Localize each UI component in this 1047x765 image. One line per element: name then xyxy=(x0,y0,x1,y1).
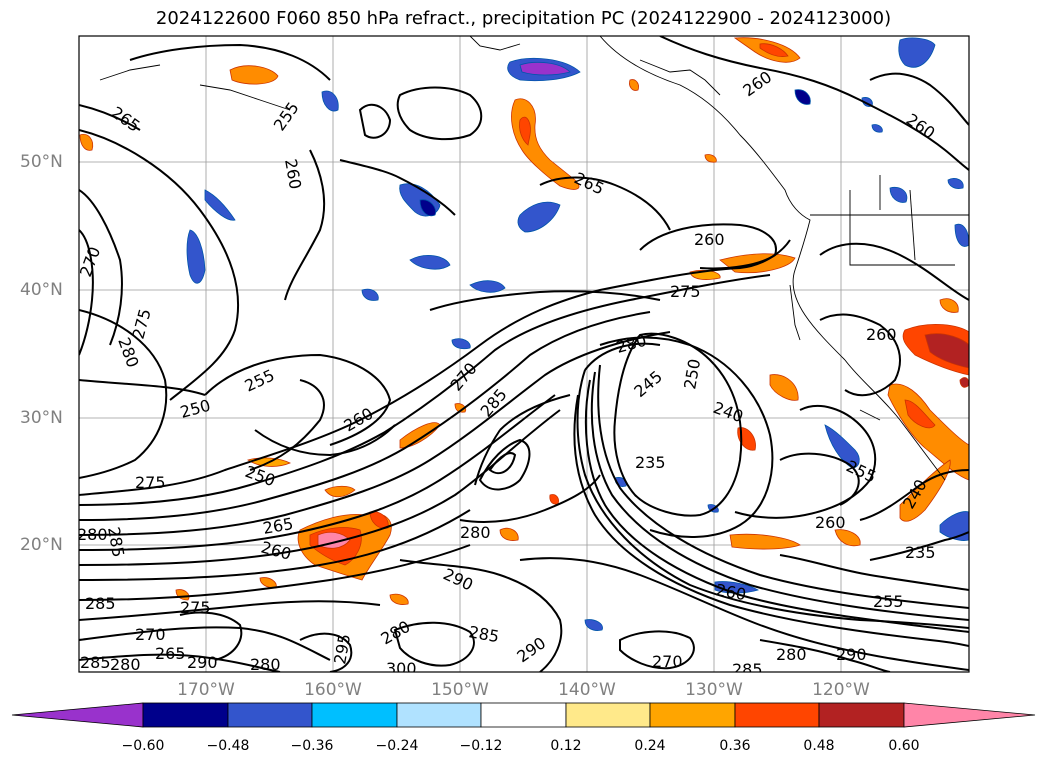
contour-label: 280 xyxy=(77,525,108,544)
colorbar-extend-low xyxy=(11,702,144,728)
contour-label: 260 xyxy=(281,157,305,190)
contour-label: 285 xyxy=(85,594,116,613)
contour-label: 260 xyxy=(341,404,377,436)
colorbar-bin xyxy=(649,702,736,728)
colorbar-bin xyxy=(142,702,229,728)
contour-label: 280 xyxy=(378,617,414,649)
contour-label: 255 xyxy=(270,98,303,134)
colorbar-tick: 0.36 xyxy=(719,738,751,754)
contour-label: 260 xyxy=(903,110,939,143)
contour-label: 260 xyxy=(739,67,775,100)
contour-label: 300 xyxy=(386,659,417,678)
contour-label: 290 xyxy=(836,645,867,664)
contour-label: 255 xyxy=(873,592,904,611)
contour-label: 265 xyxy=(571,168,607,198)
contour-label: 280 xyxy=(776,645,807,664)
contour-label: 285 xyxy=(467,622,500,646)
contour-label: 280 xyxy=(614,331,648,357)
contour-label: 275 xyxy=(670,282,701,301)
contour-label: 260 xyxy=(815,513,846,532)
contour-label: 265 xyxy=(155,644,186,663)
contour-label: 260 xyxy=(694,230,725,249)
precip-positive-areas xyxy=(79,37,969,605)
refractivity-contours xyxy=(79,36,969,672)
colorbar-tick: 0.12 xyxy=(550,738,582,754)
colorbar-tick: −0.36 xyxy=(290,738,334,754)
colorbar-bin xyxy=(311,702,398,728)
colorbar-bin xyxy=(565,702,651,728)
contour-label: 250 xyxy=(680,357,704,390)
contour-label: 290 xyxy=(187,653,218,672)
map-frame xyxy=(78,35,970,673)
colorbar-tick: 0.60 xyxy=(888,738,920,754)
contour-label: 295 xyxy=(330,632,354,665)
colorbar-bin xyxy=(818,702,905,728)
lat-label: 20°N xyxy=(20,535,63,555)
contour-label: 280 xyxy=(460,523,491,542)
contour-label: 260 xyxy=(866,325,897,344)
map-title: 2024122600 F060 850 hPa refract., precip… xyxy=(155,8,892,29)
colorbar-tick: 0.24 xyxy=(634,738,666,754)
contour-label: 235 xyxy=(635,453,666,472)
contour-label: 275 xyxy=(180,598,211,617)
contour-label: 285 xyxy=(80,653,111,672)
colorbar-bin xyxy=(734,702,820,728)
contour-label: 270 xyxy=(76,244,104,279)
colorbar-tick: −0.60 xyxy=(121,738,165,754)
precip-negative-areas xyxy=(186,37,969,631)
colorbar xyxy=(11,702,1036,728)
lon-label: 160°W xyxy=(304,680,362,700)
contour-label: 260 xyxy=(259,538,293,564)
coastlines xyxy=(99,36,969,481)
colorbar-tick: 0.48 xyxy=(803,738,835,754)
lat-label: 50°N xyxy=(20,152,63,172)
colorbar-extend-high xyxy=(903,702,1036,728)
colorbar-bin xyxy=(396,702,482,728)
contour-label: 280 xyxy=(250,655,281,674)
contour-label: 270 xyxy=(135,625,166,644)
contour-label: 270 xyxy=(652,652,683,671)
contour-label: 255 xyxy=(843,456,879,486)
lon-label: 120°W xyxy=(812,680,870,700)
lat-label: 30°N xyxy=(20,408,63,428)
contour-label: 265 xyxy=(108,103,144,136)
colorbar-tick: −0.48 xyxy=(206,738,250,754)
colorbar-bin xyxy=(227,702,313,728)
colorbar-tick: −0.24 xyxy=(375,738,419,754)
colorbar-bin xyxy=(480,702,567,728)
contour-label: 240 xyxy=(711,398,746,426)
contour-label: 290 xyxy=(513,633,549,666)
contour-label: 245 xyxy=(630,367,666,401)
colorbar-tick: −0.12 xyxy=(459,738,503,754)
contour-label: 285 xyxy=(732,660,763,679)
lon-label: 130°W xyxy=(685,680,743,700)
contour-label: 285 xyxy=(477,385,511,421)
contour-label: 235 xyxy=(905,543,936,562)
contour-label: 280 xyxy=(110,655,141,674)
contour-label: 255 xyxy=(242,365,278,395)
lat-label: 40°N xyxy=(20,280,63,300)
contour-label: 275 xyxy=(135,473,166,492)
lon-label: 140°W xyxy=(558,680,616,700)
contour-label: 285 xyxy=(104,525,128,558)
lon-label: 150°W xyxy=(431,680,489,700)
lon-label: 170°W xyxy=(177,680,235,700)
